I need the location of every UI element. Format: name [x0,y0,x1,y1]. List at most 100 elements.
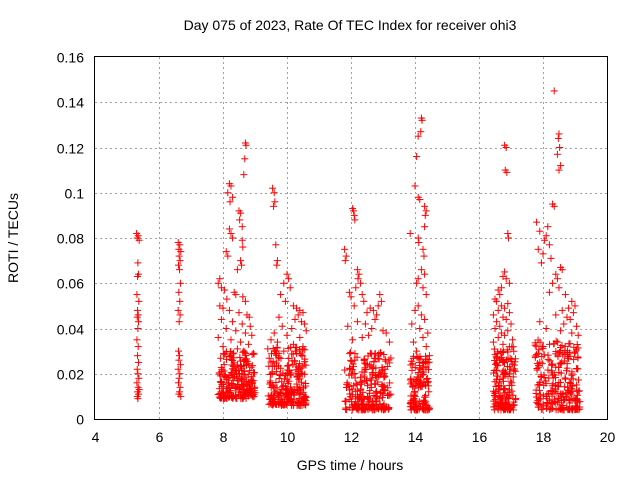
data-point [505,343,513,351]
data-point [540,381,548,389]
data-point [378,394,386,402]
data-point [227,182,235,190]
y-tick-label: 0.1 [65,186,85,202]
data-point [237,338,245,346]
data-point [214,279,222,287]
data-point [233,345,241,353]
data-point [219,388,227,396]
data-point [298,352,306,360]
y-tick-labels: 0 0.02 0.04 0.06 0.08 0.1 0.12 0.14 0.16 [57,50,84,428]
data-point [133,336,141,344]
data-point [506,370,514,378]
data-point [556,401,564,409]
data-point [236,353,244,361]
x-tick-label: 8 [220,429,228,445]
data-point [557,404,565,412]
data-point [533,398,541,406]
data-point [240,379,248,387]
data-point [533,364,541,372]
data-point [264,345,272,353]
data-point [364,352,372,360]
data-point [418,371,426,379]
data-point [176,383,184,391]
data-point [239,293,247,301]
data-point [232,327,240,335]
data-point [558,306,566,314]
data-point [385,338,393,346]
data-point [421,270,429,278]
data-point [238,236,246,244]
data-point [409,360,417,368]
data-point [386,379,394,387]
data-point [347,293,355,301]
data-point [270,329,278,337]
data-point [224,189,232,197]
data-point [535,394,543,402]
data-point [238,223,246,231]
data-point [294,311,302,319]
data-point [364,394,372,402]
data-point [175,379,183,387]
data-point [347,348,355,356]
plot-frame [94,56,608,420]
data-point [236,216,244,224]
data-point [509,373,517,381]
data-point [373,393,381,401]
data-point [382,357,390,365]
data-point [571,406,579,414]
data-point [283,362,291,370]
data-point [556,379,564,387]
data-point [422,207,430,215]
data-point [549,279,557,287]
data-point [424,359,432,367]
data-point [302,327,310,335]
data-point [421,202,429,210]
data-point [369,365,377,373]
data-point [233,266,241,274]
data-point [491,389,499,397]
data-point [552,348,560,356]
data-point [547,254,555,262]
chart-title: Day 075 of 2023, Rate Of TEC Index for r… [184,17,517,33]
data-point [302,379,310,387]
data-point [381,356,389,364]
data-point [550,87,558,95]
data-point [489,338,497,346]
data-point [508,381,516,389]
data-point [271,198,279,206]
data-point [242,373,250,381]
data-point [502,144,510,151]
data-point [491,396,499,404]
data-point [284,361,292,369]
data-point [229,234,237,242]
data-point [551,396,559,404]
data-point [272,378,280,386]
data-point [360,357,368,365]
data-point [134,259,142,267]
data-point [575,376,583,384]
data-point [276,389,284,397]
data-point [383,403,391,411]
data-point [358,291,366,299]
data-point [505,279,513,287]
data-point [557,162,565,170]
data-point [289,340,297,348]
data-point [565,354,573,362]
data-point [377,349,385,357]
x-tick-label: 4 [92,429,100,445]
data-point [500,370,508,378]
data-point [371,315,379,323]
data-point [349,403,357,411]
data-point [176,361,184,369]
data-point [419,245,427,253]
data-point [174,365,182,373]
data-point [342,397,350,405]
data-point [500,369,508,377]
data-point [287,383,295,391]
data-point [365,331,373,339]
data-point [227,368,235,376]
data-point [552,311,560,319]
data-point [239,386,247,394]
data-point [350,207,358,215]
data-point [371,405,379,413]
